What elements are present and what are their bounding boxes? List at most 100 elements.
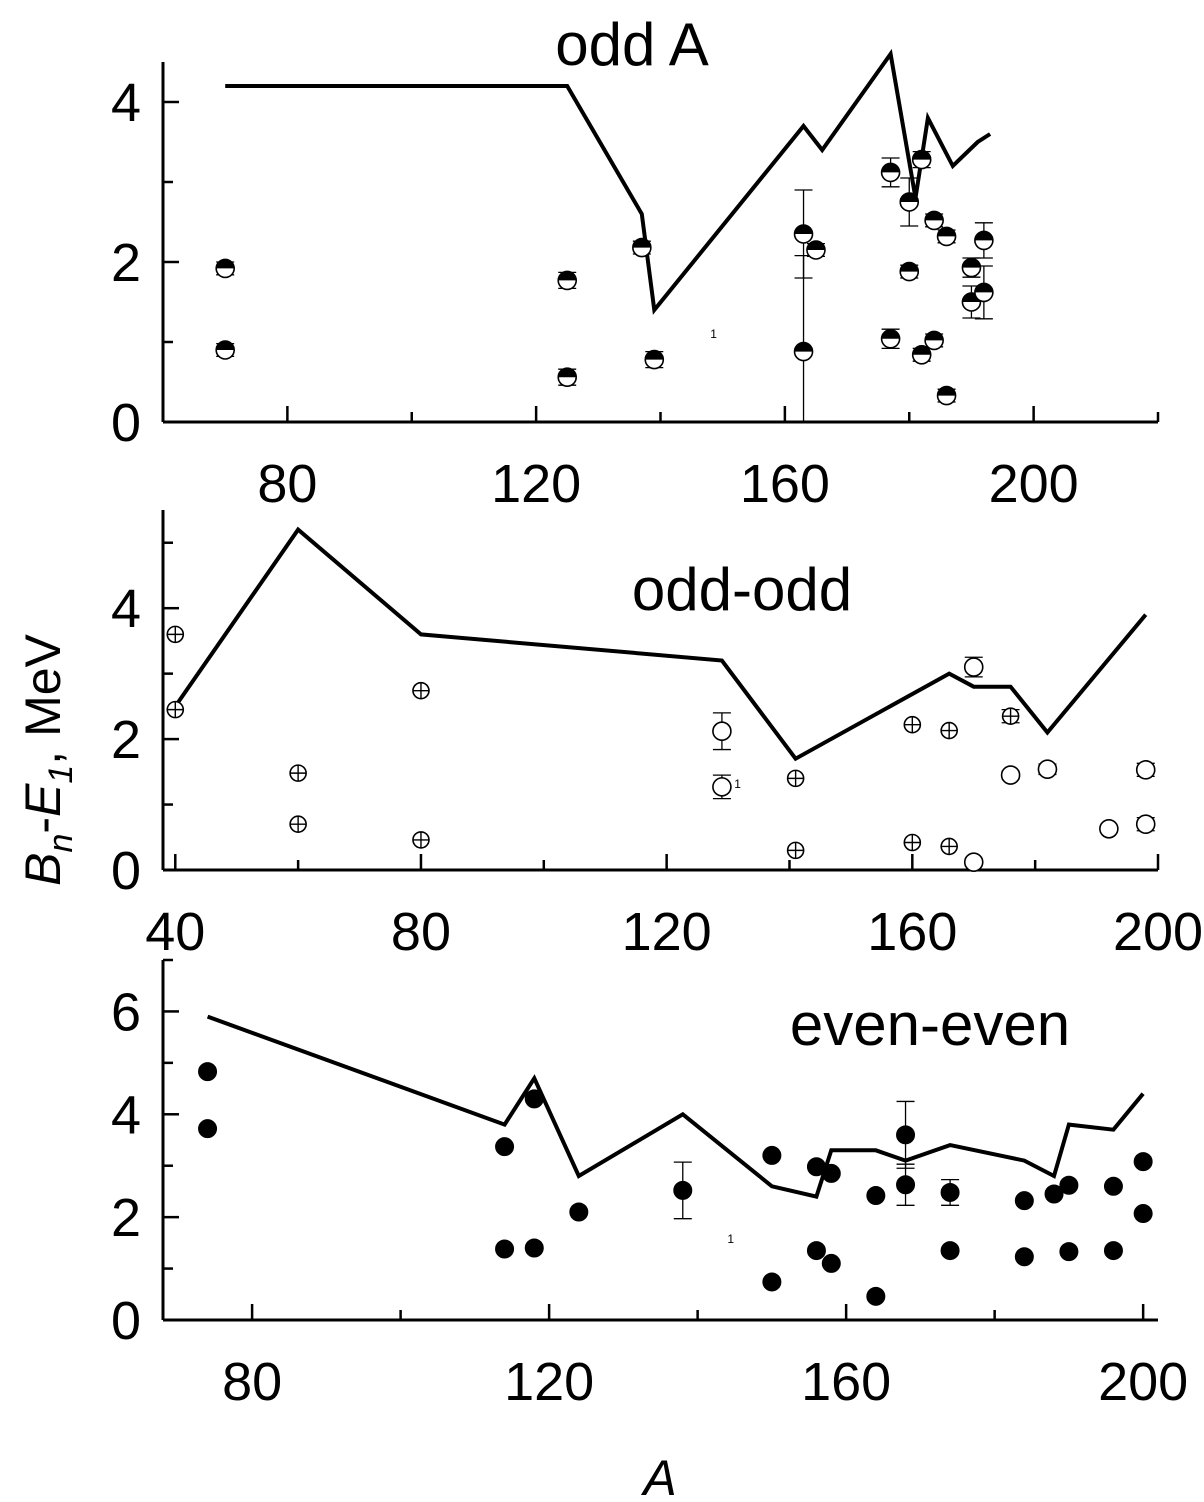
data-point xyxy=(1059,1242,1079,1262)
data-point xyxy=(762,1272,782,1292)
panel-odd-odd: 40 80 120 160 200 0 2 4 odd-odd 1 xyxy=(111,510,1203,962)
y-tick-label: 2 xyxy=(111,710,141,770)
theory-line xyxy=(206,1014,1145,1199)
data-point-half xyxy=(925,331,944,341)
data-point-half xyxy=(912,345,931,355)
x-tick-label: 160 xyxy=(867,902,957,962)
x-axis-title: A xyxy=(640,1450,676,1502)
data-point xyxy=(1014,1191,1034,1211)
panel-label: odd A xyxy=(555,11,709,78)
data-point xyxy=(198,1119,218,1139)
data-point xyxy=(1135,760,1156,780)
panel-even-even: 80 120 160 200 0 2 4 6 even-even 1 xyxy=(111,958,1188,1412)
y-tick-label: 2 xyxy=(111,233,141,293)
data-point-half xyxy=(912,150,931,160)
data-point-half xyxy=(632,238,651,248)
x-tick-label: 200 xyxy=(989,454,1079,514)
data-point xyxy=(1133,1204,1153,1224)
y-tick-label: 4 xyxy=(111,1085,141,1145)
theory-line xyxy=(173,526,1148,762)
y-tick-label: 6 xyxy=(111,982,141,1042)
data-point xyxy=(1099,818,1119,839)
y-title-e: E xyxy=(15,783,71,817)
data-point xyxy=(495,1137,515,1157)
data-point-half xyxy=(925,211,944,221)
y-tick-label: 4 xyxy=(111,73,141,133)
x-tick-label: 120 xyxy=(491,454,581,514)
data-point xyxy=(1103,1176,1123,1196)
data-point xyxy=(1014,1247,1034,1267)
data-point xyxy=(821,1253,841,1273)
y-tick-label: 0 xyxy=(111,1291,141,1351)
data-point-half xyxy=(974,283,993,293)
data-point xyxy=(963,657,984,677)
data-point xyxy=(821,1163,841,1183)
y-axis-title: Bn-E1, MeV xyxy=(15,633,80,885)
data-point-half xyxy=(806,241,825,250)
y-title-n: n xyxy=(42,834,80,853)
data-point xyxy=(1037,759,1058,780)
x-tick-label: 80 xyxy=(391,902,451,962)
y-tick-label: 0 xyxy=(111,841,141,901)
data-point-half xyxy=(881,163,900,173)
data-point xyxy=(569,1202,589,1222)
data-point xyxy=(1044,1184,1064,1204)
y-tick-label: 4 xyxy=(111,579,141,639)
data-point xyxy=(524,1089,544,1109)
x-tick-label: 40 xyxy=(145,902,205,962)
panel-label: odd-odd xyxy=(632,556,852,623)
x-tick-label: 120 xyxy=(504,1352,594,1412)
y-tick-label: 0 xyxy=(111,393,141,453)
y-tick-label: 2 xyxy=(111,1188,141,1248)
data-point xyxy=(896,1175,916,1195)
data-point-half xyxy=(645,350,664,360)
panel-odd-a: 80 120 160 200 0 2 4 odd A 1 xyxy=(111,11,1160,514)
data-point-half xyxy=(900,193,919,202)
data-point xyxy=(673,1180,693,1200)
data-point xyxy=(940,1182,960,1202)
data-point-half xyxy=(794,342,813,352)
theory-line xyxy=(225,48,992,315)
x-tick-label: 80 xyxy=(257,454,317,514)
data-point xyxy=(940,1241,960,1261)
y-title-dash: - xyxy=(15,817,71,834)
x-tick-label: 160 xyxy=(801,1352,891,1412)
data-point xyxy=(524,1238,544,1258)
annotation-label: 1 xyxy=(734,777,741,791)
data-point xyxy=(866,1186,886,1206)
data-point xyxy=(762,1145,782,1165)
data-point-half xyxy=(881,329,900,339)
data-point-half xyxy=(558,368,577,378)
data-point-half xyxy=(937,227,956,237)
x-tick-label: 200 xyxy=(1098,1352,1188,1412)
data-point-half xyxy=(216,341,235,350)
data-point-half xyxy=(937,386,956,396)
x-tick-label: 200 xyxy=(1113,902,1203,962)
data-point xyxy=(1135,814,1156,834)
data-point-half xyxy=(794,225,813,234)
data-point xyxy=(963,852,984,872)
annotation-label: 1 xyxy=(727,1232,734,1246)
data-point xyxy=(198,1062,218,1082)
svg-text:Bn-E1, MeV: Bn-E1, MeV xyxy=(15,633,80,885)
y-title-sub1: 1 xyxy=(42,765,80,784)
data-point xyxy=(896,1125,916,1145)
annotation-label: 1 xyxy=(710,327,717,341)
y-title-b: B xyxy=(15,853,71,886)
data-point xyxy=(806,1241,826,1261)
x-tick-label: 80 xyxy=(222,1352,282,1412)
data-point xyxy=(866,1286,886,1306)
data-point xyxy=(1133,1152,1153,1172)
data-point xyxy=(1103,1241,1123,1261)
data-point xyxy=(1000,765,1021,785)
data-point xyxy=(712,777,732,797)
panel-label: even-even xyxy=(790,991,1070,1058)
data-point-half xyxy=(974,231,993,241)
x-tick-label: 160 xyxy=(740,454,830,514)
x-tick-label: 120 xyxy=(622,902,712,962)
data-point xyxy=(1059,1175,1079,1195)
data-point-half xyxy=(216,259,235,269)
data-point-half xyxy=(900,262,919,272)
y-title-unit: , MeV xyxy=(15,633,71,764)
